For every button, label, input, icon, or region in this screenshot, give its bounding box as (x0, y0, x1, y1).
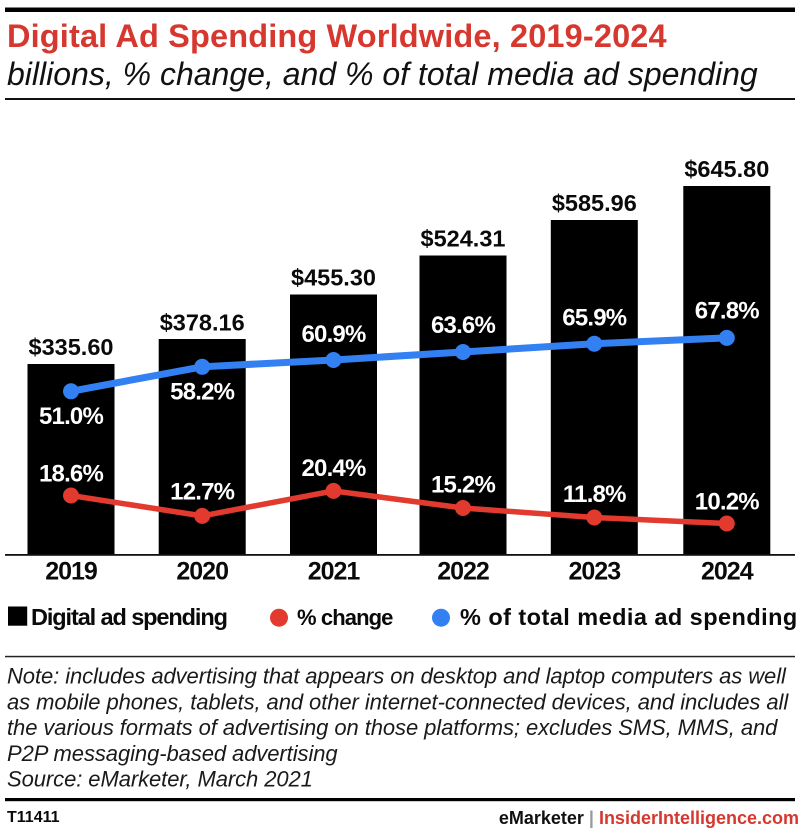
svg-text:2023: 2023 (568, 558, 620, 586)
svg-text:T11411: T11411 (7, 809, 60, 826)
svg-text:58.2%: 58.2% (170, 379, 235, 406)
svg-text:65.9%: 65.9% (562, 305, 627, 332)
svg-text:the various formats of adverti: the various formats of advertising on th… (7, 715, 778, 740)
svg-text:2022: 2022 (437, 558, 489, 586)
svg-text:$455.30: $455.30 (291, 265, 376, 291)
svg-text:67.8%: 67.8% (695, 298, 760, 325)
svg-text:2024: 2024 (701, 558, 754, 586)
svg-text:as mobile phones, tablets, and: as mobile phones, tablets, and other int… (7, 689, 789, 714)
svg-text:51.0%: 51.0% (39, 403, 104, 430)
svg-text:Digital ad spending: Digital ad spending (31, 604, 227, 630)
svg-text:63.6%: 63.6% (431, 312, 496, 339)
svg-text:$645.80: $645.80 (684, 156, 769, 182)
svg-text:Source: eMarketer, March 2021: Source: eMarketer, March 2021 (7, 767, 313, 792)
svg-text:Digital Ad Spending Worldwide,: Digital Ad Spending Worldwide, 2019-2024 (7, 18, 667, 54)
svg-text:$335.60: $335.60 (29, 334, 114, 360)
svg-text:15.2%: 15.2% (431, 472, 496, 499)
svg-text:% change: % change (297, 605, 393, 630)
svg-text:$585.96: $585.96 (552, 190, 637, 216)
svg-text:P2P messaging-based advertisin: P2P messaging-based advertising (7, 741, 338, 766)
svg-text:20.4%: 20.4% (301, 455, 366, 482)
svg-text:60.9%: 60.9% (301, 321, 366, 348)
svg-text:2020: 2020 (176, 558, 228, 586)
svg-text:2019: 2019 (45, 558, 97, 586)
svg-text:12.7%: 12.7% (170, 478, 235, 505)
svg-text:eMarketer | InsiderIntelligenc: eMarketer | InsiderIntelligence.com (499, 808, 799, 828)
svg-text:$524.31: $524.31 (421, 226, 506, 252)
svg-text:billions, % change, and % of t: billions, % change, and % of total media… (7, 56, 758, 92)
svg-text:18.6%: 18.6% (39, 461, 104, 488)
svg-text:10.2%: 10.2% (695, 489, 760, 516)
svg-text:Note: includes advertising tha: Note: includes advertising that appears … (7, 664, 787, 689)
svg-text:2021: 2021 (308, 558, 361, 586)
svg-text:$378.16: $378.16 (160, 309, 245, 335)
svg-text:11.8%: 11.8% (563, 481, 626, 508)
svg-text:% of total media ad spending: % of total media ad spending (460, 604, 798, 630)
